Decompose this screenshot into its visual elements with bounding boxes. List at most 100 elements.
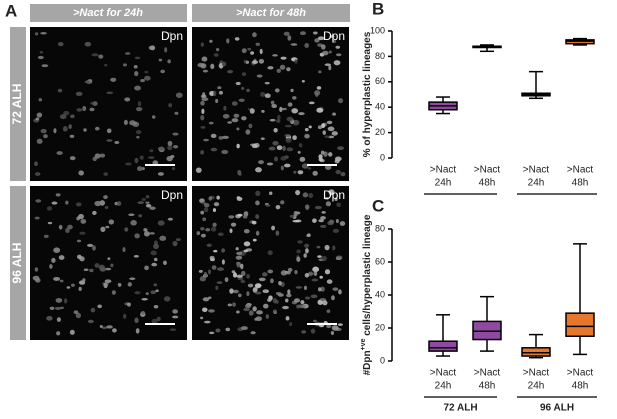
nucleus — [260, 91, 266, 97]
nucleus — [106, 139, 113, 142]
x-tick-label: >Nact — [474, 368, 501, 379]
nucleus — [89, 268, 94, 273]
nucleus — [99, 153, 106, 158]
micrograph — [30, 27, 187, 181]
nucleus — [317, 36, 325, 41]
nucleus — [314, 90, 321, 96]
nucleus — [167, 144, 173, 151]
nucleus — [236, 262, 242, 268]
nucleus — [164, 47, 168, 53]
nucleus — [210, 226, 217, 232]
nucleus — [158, 58, 163, 62]
nucleus — [283, 31, 290, 36]
nucleus — [290, 88, 294, 93]
box — [521, 347, 551, 357]
nucleus — [269, 118, 276, 122]
nucleus — [150, 45, 156, 51]
nucleus — [103, 195, 108, 200]
nucleus — [326, 324, 332, 328]
nucleus — [277, 114, 281, 120]
nucleus — [280, 156, 287, 161]
nucleus — [158, 146, 165, 151]
nucleus — [66, 286, 71, 289]
nucleus — [273, 128, 278, 133]
nucleus — [225, 327, 231, 332]
nucleus — [49, 264, 53, 269]
nucleus — [312, 278, 318, 282]
nucleus — [267, 250, 273, 256]
nucleus — [145, 195, 150, 199]
nucleus — [55, 193, 61, 197]
nucleus — [275, 204, 281, 210]
nucleus — [324, 197, 329, 200]
nucleus — [320, 216, 326, 220]
nucleus — [246, 274, 250, 279]
x-tick-label: >Nact — [430, 165, 457, 176]
x-tick-label: 48h — [479, 178, 496, 189]
nucleus — [82, 278, 86, 282]
nucleus — [304, 273, 310, 278]
nucleus — [200, 63, 207, 69]
y-tick-label: 0 — [380, 355, 385, 365]
nucleus — [206, 243, 212, 248]
nucleus — [292, 135, 297, 141]
nucleus — [203, 320, 211, 324]
nucleus — [284, 124, 292, 128]
x-tick-label: 48h — [572, 381, 589, 392]
nucleus — [43, 134, 48, 139]
nucleus — [216, 195, 220, 200]
nucleus — [140, 79, 145, 83]
y-axis-label-part: % of hyperplastic lineages — [362, 31, 373, 157]
y-axis-label-part: #Dpn — [362, 350, 373, 375]
nucleus — [144, 265, 149, 271]
nucleus — [62, 126, 68, 132]
nucleus — [332, 112, 336, 116]
nucleus — [209, 255, 215, 260]
nucleus — [314, 38, 320, 43]
y-tick-label: 20 — [375, 322, 385, 332]
nucleus — [328, 152, 333, 157]
nucleus — [256, 310, 263, 315]
nucleus — [148, 156, 155, 159]
nucleus — [65, 227, 70, 233]
nucleus — [151, 115, 156, 119]
nucleus — [213, 53, 219, 57]
nucleus — [226, 38, 230, 44]
nucleus — [218, 90, 224, 95]
nucleus — [141, 198, 146, 201]
nucleus — [151, 318, 158, 324]
nucleus — [280, 200, 285, 205]
nucleus — [320, 44, 326, 50]
nucleus — [69, 329, 75, 335]
nucleus — [324, 244, 330, 251]
nucleus — [34, 161, 38, 167]
x-tick-label: 48h — [479, 381, 496, 392]
nucleus — [106, 128, 112, 134]
nucleus — [312, 319, 317, 323]
nucleus — [37, 55, 44, 60]
nucleus — [312, 218, 317, 223]
nucleus — [200, 150, 205, 155]
nucleus — [135, 106, 143, 112]
nucleus — [145, 203, 152, 208]
nucleus — [333, 60, 341, 66]
nucleus — [92, 245, 96, 251]
nucleus — [75, 312, 82, 319]
nucleus — [139, 155, 144, 160]
nucleus — [241, 86, 245, 90]
nucleus — [153, 257, 158, 262]
nucleus — [279, 106, 283, 113]
y-axis-label: #Dpn+ve cells/hyperplastic lineage — [360, 214, 372, 375]
nucleus — [35, 117, 40, 121]
nucleus — [276, 68, 282, 73]
nucleus — [252, 32, 257, 38]
nucleus — [301, 163, 309, 169]
nucleus — [59, 279, 64, 283]
nucleus — [325, 201, 332, 207]
nucleus — [293, 210, 298, 217]
nucleus — [140, 310, 146, 315]
nucleus — [248, 123, 253, 129]
nucleus — [295, 286, 303, 289]
nucleus — [243, 307, 250, 312]
nucleus — [272, 54, 278, 57]
